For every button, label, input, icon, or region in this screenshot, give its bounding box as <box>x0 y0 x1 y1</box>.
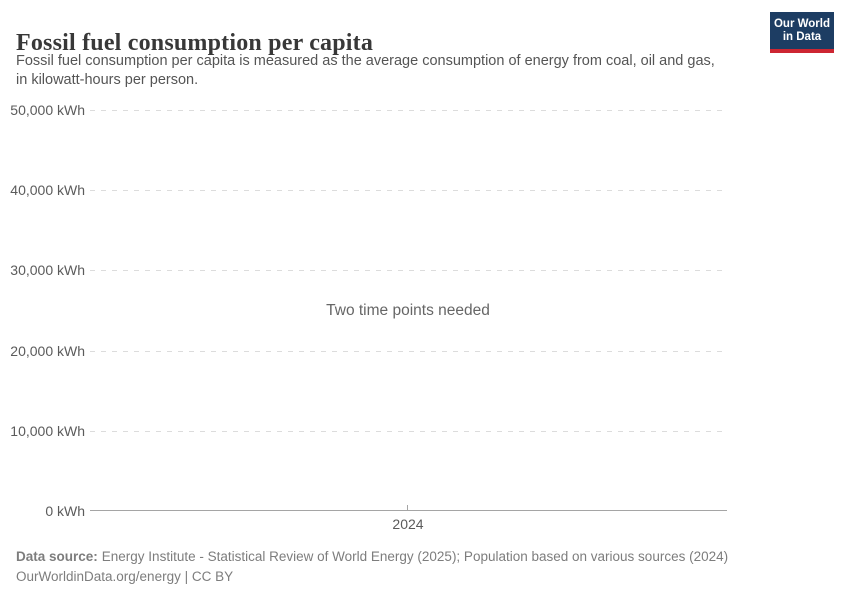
empty-state-message: Two time points needed <box>326 302 490 319</box>
data-source-line: Data source: Energy Institute - Statistic… <box>16 547 728 567</box>
page-title: Fossil fuel consumption per capita <box>16 30 374 57</box>
x-axis-line <box>90 510 727 511</box>
y-axis-tick-label: 30,000 kWh <box>10 262 85 278</box>
data-source-label: Data source: <box>16 549 98 564</box>
owid-logo-line: Our World <box>773 18 830 30</box>
x-axis-tick-label: 2024 <box>392 516 424 532</box>
gridline <box>90 351 726 352</box>
gridline <box>90 110 726 111</box>
gridline <box>90 190 726 191</box>
chart-subtitle-line: Fossil fuel consumption per capita is me… <box>16 53 715 69</box>
y-axis-tick-label: 40,000 kWh <box>10 182 85 198</box>
y-axis-tick-label: 20,000 kWh <box>10 343 85 359</box>
y-axis-tick-label: 0 kWh <box>45 503 85 519</box>
gridline <box>90 431 726 432</box>
chart-footer: Data source: Energy Institute - Statistic… <box>16 547 728 587</box>
owid-logo: Our World in Data <box>770 12 834 53</box>
data-source-text: Energy Institute - Statistical Review of… <box>101 549 729 564</box>
chart-subtitle: Fossil fuel consumption per capita is me… <box>16 52 715 89</box>
y-axis-tick-label: 50,000 kWh <box>10 102 85 118</box>
x-axis-tick-mark <box>407 505 408 511</box>
attribution-line: OurWorldinData.org/energy | CC BY <box>16 569 234 584</box>
chart-subtitle-line: in kilowatt-hours per person. <box>16 71 199 88</box>
gridline <box>90 270 726 271</box>
owid-logo-line: in Data <box>782 31 822 43</box>
y-axis-tick-label: 10,000 kWh <box>10 423 85 439</box>
